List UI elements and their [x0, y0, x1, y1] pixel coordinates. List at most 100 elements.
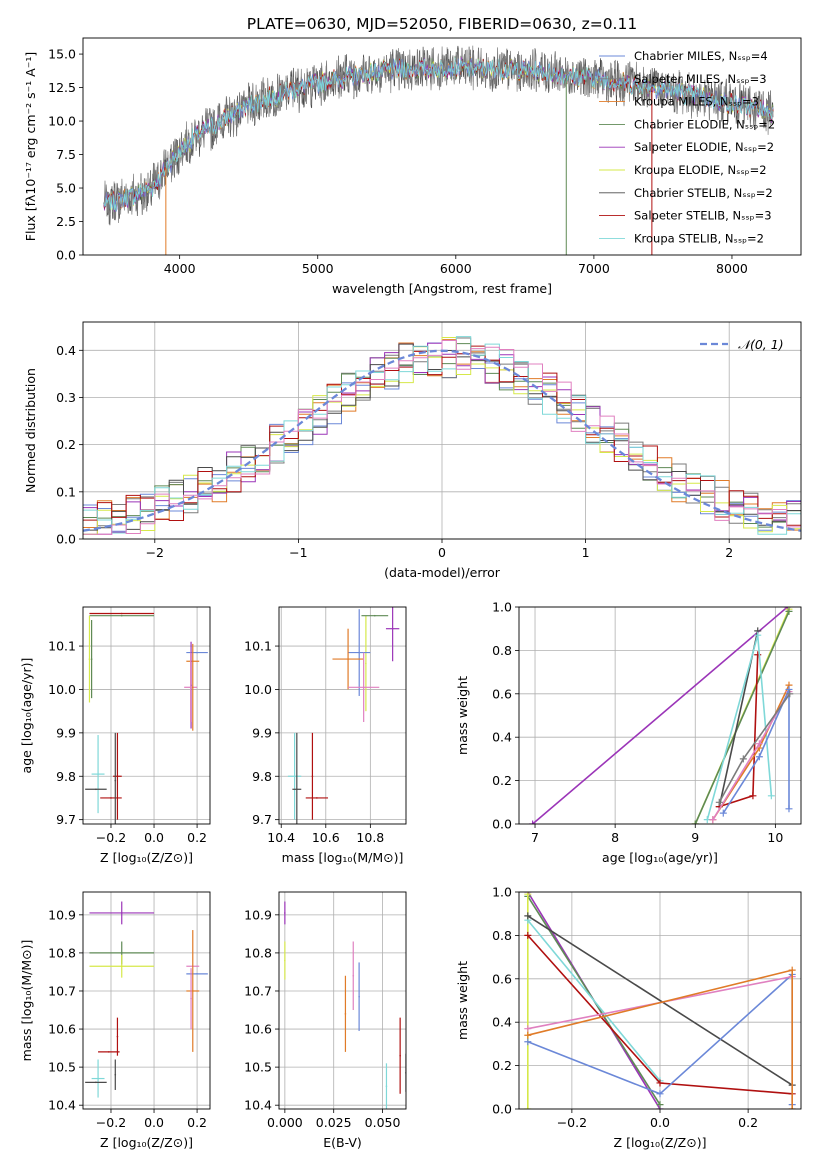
legend-label: Kroupa MILES, Nₛₛₚ=3	[634, 95, 759, 109]
series-marker	[785, 607, 793, 615]
axes-frame	[518, 606, 802, 825]
series-line-chabrier_stelib	[527, 915, 793, 1086]
x-tick-label: 10.4	[267, 830, 295, 845]
x-tick-label: 5000	[302, 261, 334, 276]
x-tick-label: −0.2	[557, 1115, 587, 1130]
data-point	[191, 990, 194, 992]
series-marker	[524, 1031, 532, 1039]
y-tick-label: 5.0	[56, 181, 76, 196]
data-point	[114, 1073, 117, 1076]
y-tick-label: 10.8	[244, 945, 272, 960]
series-marker	[656, 1101, 664, 1109]
y-tick-label: 1.0	[492, 600, 512, 615]
x-tick-label: 4000	[164, 261, 196, 276]
legend-label: Chabrier STELIB, Nₛₛₚ=2	[634, 186, 773, 200]
data-point	[391, 627, 394, 630]
y-tick-label: 10.1	[244, 639, 272, 654]
series-marker	[785, 685, 793, 693]
x-tick-label: 2	[725, 545, 733, 560]
y-tick-label: 0.2	[56, 437, 76, 452]
x-tick-label: 0.2	[187, 830, 207, 845]
data-point	[120, 614, 123, 617]
y-tick-label: 0.0	[56, 532, 76, 547]
y-tick-label: 0.3	[56, 390, 76, 405]
series-marker	[788, 1105, 796, 1109]
series-marker	[691, 820, 699, 824]
figure-title: PLATE=0630, MJD=52050, FIBERID=0630, z=0…	[247, 15, 637, 33]
data-point	[120, 912, 123, 914]
x-tick-label: 0.2	[187, 1115, 207, 1130]
legend-label: Salpeter MILES, Nₛₛₚ=3	[634, 72, 767, 86]
data-point	[365, 662, 367, 665]
y-tick-label: 0.2	[492, 1058, 512, 1073]
x-tick-label: 7000	[578, 261, 610, 276]
data-point	[88, 658, 91, 660]
axes-frame	[82, 37, 802, 256]
plot-area-residuals	[83, 336, 801, 535]
x-tick-label: 8	[611, 830, 619, 845]
data-point	[362, 686, 365, 689]
y-tick-label: 9.9	[252, 725, 272, 740]
panel-mass_vs_Z: −0.2 0.0 0.2 10.4 10.5 10.6 10.7 10.8 10.9 Z [log…	[19, 891, 211, 1150]
y-tick-label: 0.4	[56, 343, 76, 358]
x-axis-label: Z [log₁₀(Z/Z⊙)]	[614, 1135, 707, 1150]
y-tick-label: 10.5	[244, 1060, 272, 1075]
y-tick-label: 9.9	[56, 725, 76, 740]
x-tick-label: 7	[531, 830, 539, 845]
y-axis-label: Normed distribution	[23, 368, 38, 493]
x-tick-label: 0.025	[316, 1115, 352, 1130]
data-point	[95, 788, 97, 791]
data-point	[120, 612, 123, 615]
y-tick-label: 10.0	[48, 682, 76, 697]
data-point	[311, 775, 314, 778]
legend-label: Chabrier MILES, Nₛₛₚ=4	[634, 49, 768, 63]
y-tick-label: 9.8	[56, 769, 76, 784]
series-marker	[715, 798, 723, 806]
y-tick-label: 10.9	[48, 907, 76, 922]
series-marker	[524, 1105, 532, 1109]
x-axis-label: mass [log₁₀(M/M⊙)]	[282, 850, 404, 865]
axes-frame	[518, 891, 802, 1110]
axes-frame	[82, 891, 211, 1110]
axes-frame	[278, 891, 407, 1110]
x-axis-label: wavelength [Angstrom, rest frame]	[332, 281, 552, 296]
data-point	[114, 779, 117, 782]
y-tick-label: 0.6	[492, 686, 512, 701]
y-tick-label: 0.1	[56, 484, 76, 499]
axes-frame	[82, 321, 802, 540]
y-tick-label: 0.6	[492, 971, 512, 986]
y-tick-label: 10.9	[244, 907, 272, 922]
data-point	[196, 651, 198, 654]
data-point	[358, 995, 360, 998]
panel-mass_vs_ebv: 0.000 0.025 0.050 10.4 10.5 10.6 10.7 10.8 10.9 E…	[244, 891, 407, 1150]
series-marker	[529, 820, 537, 824]
y-tick-label: 0.0	[492, 1102, 512, 1117]
y-tick-label: 10.0	[48, 114, 76, 129]
panel-age_vs_Z: −0.2 0.0 0.2 9.7 9.8 9.9 10.0 10.1 Z [log₁₀(Z/Z⊙…	[19, 606, 211, 865]
x-tick-label: 0.0	[144, 1115, 164, 1130]
histogram-series-pink	[83, 340, 801, 535]
y-tick-label: 10.7	[48, 983, 76, 998]
data-point	[116, 775, 119, 778]
data-point	[385, 1085, 388, 1087]
axes-frame	[278, 606, 407, 825]
y-tick-label: 10.0	[244, 682, 272, 697]
data-point	[374, 614, 376, 617]
series-marker	[524, 1025, 532, 1033]
x-tick-label: 1	[582, 545, 590, 560]
data-point	[358, 651, 361, 654]
histogram-series-kroupa_stelib	[83, 336, 801, 535]
series-line-kroupa_stelib	[706, 634, 773, 820]
data-point	[196, 973, 198, 975]
y-tick-label: 10.1	[48, 639, 76, 654]
y-tick-label: 10.8	[48, 945, 76, 960]
legend-label: Kroupa STELIB, Nₛₛₚ=2	[634, 231, 764, 245]
plot-area-mass_vs_Z	[85, 901, 208, 1098]
axes-frame	[82, 606, 211, 825]
data-point	[293, 775, 296, 778]
x-tick-label: −0.2	[96, 830, 126, 845]
legend-label: Salpeter STELIB, Nₛₛₚ=3	[634, 209, 772, 223]
legend-label: Kroupa ELODIE, Nₛₛₚ=2	[634, 163, 767, 177]
series-marker	[749, 792, 757, 800]
series-line-chabrier_miles	[722, 689, 790, 814]
